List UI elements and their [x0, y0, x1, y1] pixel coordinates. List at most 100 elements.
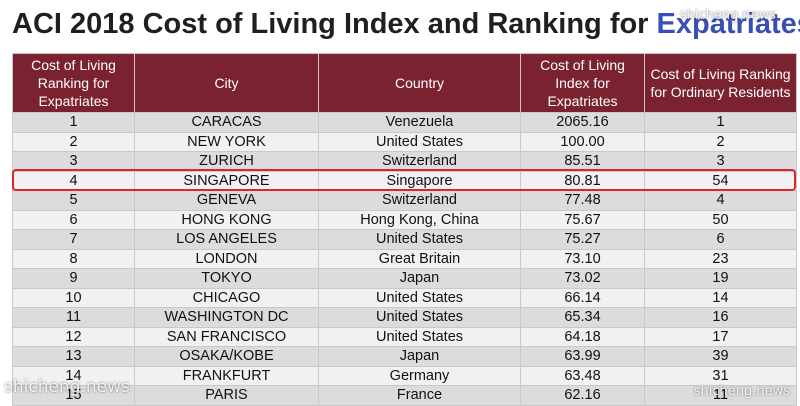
cell-resident-rank: 1: [644, 112, 797, 133]
cell-city: OSAKA/KOBE: [134, 346, 319, 367]
cell-rank: 11: [12, 307, 135, 328]
cell-rank: 3: [12, 151, 135, 172]
cell-city: SAN FRANCISCO: [134, 326, 319, 347]
cell-rank: 13: [12, 346, 135, 367]
table-row: 14 FRANKFURT Germany 63.48 31: [12, 365, 797, 386]
cell-index: 73.02: [520, 268, 645, 289]
cell-index: 100.00: [520, 131, 645, 152]
cell-index: 66.14: [520, 287, 645, 308]
table-row-highlighted: 4 SINGAPORE Singapore 80.81 54: [12, 170, 797, 191]
header-row: Cost of Living Ranking for Expatriates C…: [12, 53, 797, 113]
cell-index: 85.51: [520, 151, 645, 172]
header-country: Country: [318, 53, 521, 113]
cell-rank: 5: [12, 190, 135, 211]
cell-city: FRANKFURT: [134, 365, 319, 386]
cell-country: Hong Kong, China: [318, 209, 521, 230]
cell-rank: 4: [12, 170, 135, 191]
title-main: ACI 2018 Cost of Living Index and Rankin…: [12, 8, 657, 40]
cell-index: 63.48: [520, 365, 645, 386]
cell-country: Switzerland: [318, 190, 521, 211]
table-row: 15 PARIS France 62.16 11: [12, 385, 797, 406]
cell-resident-rank: 4: [644, 190, 797, 211]
header-resident-rank: Cost of Living Ranking for Ordinary Resi…: [644, 53, 797, 113]
cell-country: Switzerland: [318, 151, 521, 172]
cell-rank: 1: [12, 112, 135, 133]
cell-index: 63.99: [520, 346, 645, 367]
cell-city: TOKYO: [134, 268, 319, 289]
cell-rank: 2: [12, 131, 135, 152]
table-row: 10 CHICAGO United States 66.14 14: [12, 287, 797, 308]
table-row: 9 TOKYO Japan 73.02 19: [12, 268, 797, 289]
cell-country: United States: [318, 287, 521, 308]
watermark-bottom-right: shicheng.news: [693, 384, 790, 399]
table-row: 11 WASHINGTON DC United States 65.34 16: [12, 307, 797, 328]
cell-resident-rank: 14: [644, 287, 797, 308]
ranking-table: Cost of Living Ranking for Expatriates C…: [12, 53, 797, 406]
cell-city: ZURICH: [134, 151, 319, 172]
cell-city: HONG KONG: [134, 209, 319, 230]
cell-country: Venezuela: [318, 112, 521, 133]
cell-city: CARACAS: [134, 112, 319, 133]
cell-city: WASHINGTON DC: [134, 307, 319, 328]
cell-resident-rank: 2: [644, 131, 797, 152]
cell-country: Great Britain: [318, 248, 521, 269]
cell-country: France: [318, 385, 521, 406]
cell-rank: 15: [12, 385, 135, 406]
cell-city: SINGAPORE: [134, 170, 319, 191]
table-row: 3 ZURICH Switzerland 85.51 3: [12, 151, 797, 172]
cell-resident-rank: 16: [644, 307, 797, 328]
cell-country: Germany: [318, 365, 521, 386]
cell-index: 62.16: [520, 385, 645, 406]
cell-index: 2065.16: [520, 112, 645, 133]
cell-rank: 10: [12, 287, 135, 308]
cell-index: 73.10: [520, 248, 645, 269]
cell-rank: 6: [12, 209, 135, 230]
cell-country: United States: [318, 131, 521, 152]
cell-rank: 12: [12, 326, 135, 347]
table-row: 1 CARACAS Venezuela 2065.16 1: [12, 112, 797, 133]
cell-resident-rank: 31: [644, 365, 797, 386]
cell-country: Japan: [318, 346, 521, 367]
cell-city: PARIS: [134, 385, 319, 406]
cell-country: Singapore: [318, 170, 521, 191]
cell-city: CHICAGO: [134, 287, 319, 308]
cell-city: LONDON: [134, 248, 319, 269]
table-row: 6 HONG KONG Hong Kong, China 75.67 50: [12, 209, 797, 230]
cell-resident-rank: 6: [644, 229, 797, 250]
table-row: 12 SAN FRANCISCO United States 64.18 17: [12, 326, 797, 347]
cell-city: LOS ANGELES: [134, 229, 319, 250]
cell-rank: 9: [12, 268, 135, 289]
cell-resident-rank: 3: [644, 151, 797, 172]
cell-resident-rank: 17: [644, 326, 797, 347]
watermark-bottom-left: shicheng.news: [4, 377, 130, 397]
cell-index: 64.18: [520, 326, 645, 347]
header-city: City: [134, 53, 319, 113]
cell-index: 75.27: [520, 229, 645, 250]
cell-index: 80.81: [520, 170, 645, 191]
cell-country: Japan: [318, 268, 521, 289]
cell-country: United States: [318, 326, 521, 347]
cell-resident-rank: 23: [644, 248, 797, 269]
title-accent: Expatriates: [656, 8, 800, 40]
cell-rank: 8: [12, 248, 135, 269]
cell-city: NEW YORK: [134, 131, 319, 152]
cell-resident-rank: 50: [644, 209, 797, 230]
cell-resident-rank: 19: [644, 268, 797, 289]
cell-resident-rank: 54: [644, 170, 797, 191]
cell-index: 75.67: [520, 209, 645, 230]
cell-city: GENEVA: [134, 190, 319, 211]
cell-index: 65.34: [520, 307, 645, 328]
cell-country: United States: [318, 229, 521, 250]
cell-index: 77.48: [520, 190, 645, 211]
cell-resident-rank: 39: [644, 346, 797, 367]
table-row: 8 LONDON Great Britain 73.10 23: [12, 248, 797, 269]
cell-rank: 7: [12, 229, 135, 250]
table-row: 2 NEW YORK United States 100.00 2: [12, 131, 797, 152]
table-row: 13 OSAKA/KOBE Japan 63.99 39: [12, 346, 797, 367]
header-expat-rank: Cost of Living Ranking for Expatriates: [12, 53, 135, 113]
page-title: ACI 2018 Cost of Living Index and Rankin…: [12, 2, 800, 46]
table-row: 7 LOS ANGELES United States 75.27 6: [12, 229, 797, 250]
cell-country: United States: [318, 307, 521, 328]
header-expat-index: Cost of Living Index for Expatriates: [520, 53, 645, 113]
table-row: 5 GENEVA Switzerland 77.48 4: [12, 190, 797, 211]
